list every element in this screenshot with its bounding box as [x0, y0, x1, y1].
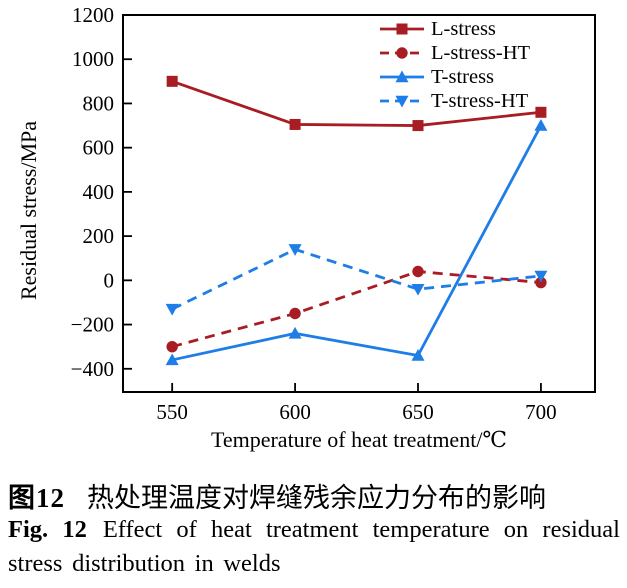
y-tick-label: 800 — [83, 91, 115, 115]
y-tick-label: 1200 — [72, 3, 114, 27]
data-point-circle — [166, 340, 178, 353]
caption-english: Fig. 12 Effect of heat treatment temperat… — [8, 513, 620, 581]
series-line-T-stress-HT — [171, 247, 542, 311]
x-tick-label: 700 — [525, 400, 557, 424]
data-point-square — [535, 106, 547, 118]
caption-zh-label: 图12 — [8, 483, 65, 513]
data-point-triangle-down — [288, 244, 302, 256]
data-point-triangle-down — [534, 270, 548, 283]
data-point-triangle-up — [411, 349, 425, 361]
series-markers-T-stress — [165, 119, 548, 366]
data-point-triangle-up — [165, 353, 179, 366]
x-tick-label: 650 — [402, 400, 434, 424]
caption-en-label: Fig. 12 — [8, 516, 87, 543]
x-tick-label: 600 — [279, 400, 311, 424]
legend-marker — [396, 23, 408, 35]
data-point-square — [166, 75, 178, 87]
series-markers-L-stress — [166, 75, 547, 132]
x-axis-label: Temperature of heat treatment/℃ — [211, 427, 507, 452]
x-tick-label: 550 — [156, 400, 188, 424]
data-point-circle — [412, 265, 424, 278]
data-point-triangle-up — [288, 326, 302, 339]
legend-entry-T-stress-HT: T-stress-HT — [380, 90, 529, 112]
residual-stress-chart: 1200 1000 800 600 400 200 0 −200 −400 550 600 650 70… — [16, 3, 596, 452]
legend-label: L-stress-HT — [431, 42, 531, 64]
legend-entry-L-stress-HT: L-stress-HT — [380, 42, 531, 64]
y-tick-label: 1000 — [72, 47, 114, 71]
caption-zh-text: 热处理温度对焊缝残余应力分布的影响 — [87, 483, 546, 513]
y-tick-label: 200 — [83, 224, 115, 248]
data-point-square — [412, 120, 424, 132]
series-line-L-stress-HT — [171, 270, 542, 349]
y-axis-label: Residual stress/MPa — [16, 121, 41, 300]
data-point-triangle-up — [534, 119, 548, 131]
legend-entry-T-stress: T-stress — [380, 66, 494, 88]
legend-label: L-stress — [431, 18, 496, 40]
data-point-circle — [535, 276, 547, 289]
legend-label: T-stress-HT — [431, 90, 529, 112]
legend-marker — [395, 95, 409, 108]
legend-marker — [395, 70, 409, 83]
legend-marker — [396, 47, 408, 59]
data-point-square — [289, 118, 301, 130]
data-point-circle — [289, 307, 301, 320]
series-markers-L-stress-HT — [166, 265, 547, 353]
y-tick-label: 0 — [104, 268, 115, 292]
caption-chinese: 图12 热处理温度对焊缝残余应力分布的影响 — [8, 476, 546, 515]
y-tick-label: −400 — [71, 357, 114, 381]
data-point-triangle-down — [165, 303, 179, 316]
legend-label: T-stress — [431, 66, 494, 88]
caption-en-text: Effect of heat treatment temperature on … — [8, 516, 620, 577]
data-point-triangle-down — [411, 283, 425, 296]
series-line-L-stress — [171, 80, 542, 127]
plot-frame — [122, 14, 596, 393]
legend-entry-L-stress: L-stress — [380, 18, 496, 40]
series-line-T-stress — [171, 124, 543, 362]
y-tick-label: −200 — [71, 313, 114, 337]
series-markers-T-stress-HT — [165, 244, 548, 316]
y-tick-label: 400 — [83, 180, 115, 204]
y-tick-label: 600 — [83, 136, 115, 160]
